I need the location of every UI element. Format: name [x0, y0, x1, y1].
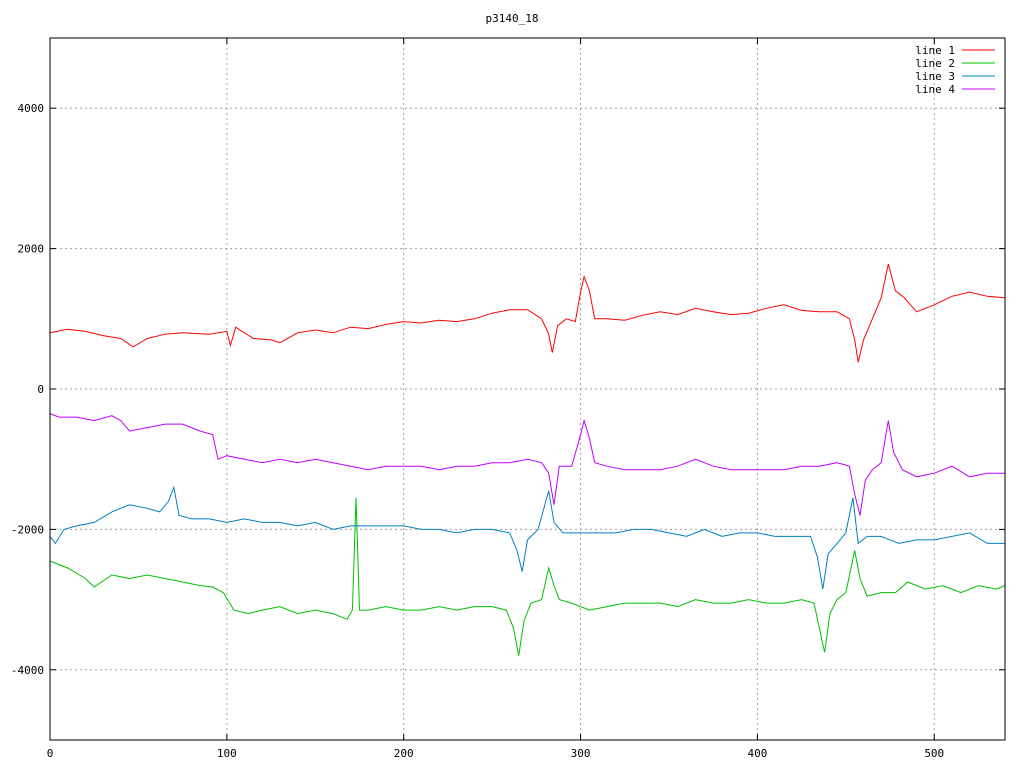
x-tick-label: 100 [217, 747, 237, 760]
legend-label-1: line 1 [915, 44, 955, 57]
x-tick-label: 300 [571, 747, 591, 760]
legend-label-4: line 4 [915, 83, 955, 96]
grid-lines [50, 38, 1005, 740]
legend-label-3: line 3 [915, 70, 955, 83]
series-line-3 [49, 485, 1005, 590]
axis-ticks: 0 100 200 300 400 500 -4000 -2000 0 2000 4000 [11, 38, 1005, 760]
legend-label-2: line 2 [915, 57, 955, 70]
series-line-2 [49, 497, 1006, 656]
y-tick-label: 2000 [18, 243, 45, 256]
x-tick-label: 0 [47, 747, 54, 760]
series-lines [49, 263, 1006, 656]
x-tick-label: 200 [394, 747, 414, 760]
y-tick-label: -4000 [11, 664, 44, 677]
x-tick-label: 400 [747, 747, 767, 760]
series-line-4 [49, 413, 1005, 516]
y-tick-label: 4000 [18, 102, 45, 115]
chart-title: p3140_18 [486, 12, 539, 25]
y-tick-label: -2000 [11, 523, 44, 536]
x-tick-label: 500 [924, 747, 944, 760]
y-tick-label: 0 [37, 383, 44, 396]
series-line-1 [49, 263, 1006, 363]
